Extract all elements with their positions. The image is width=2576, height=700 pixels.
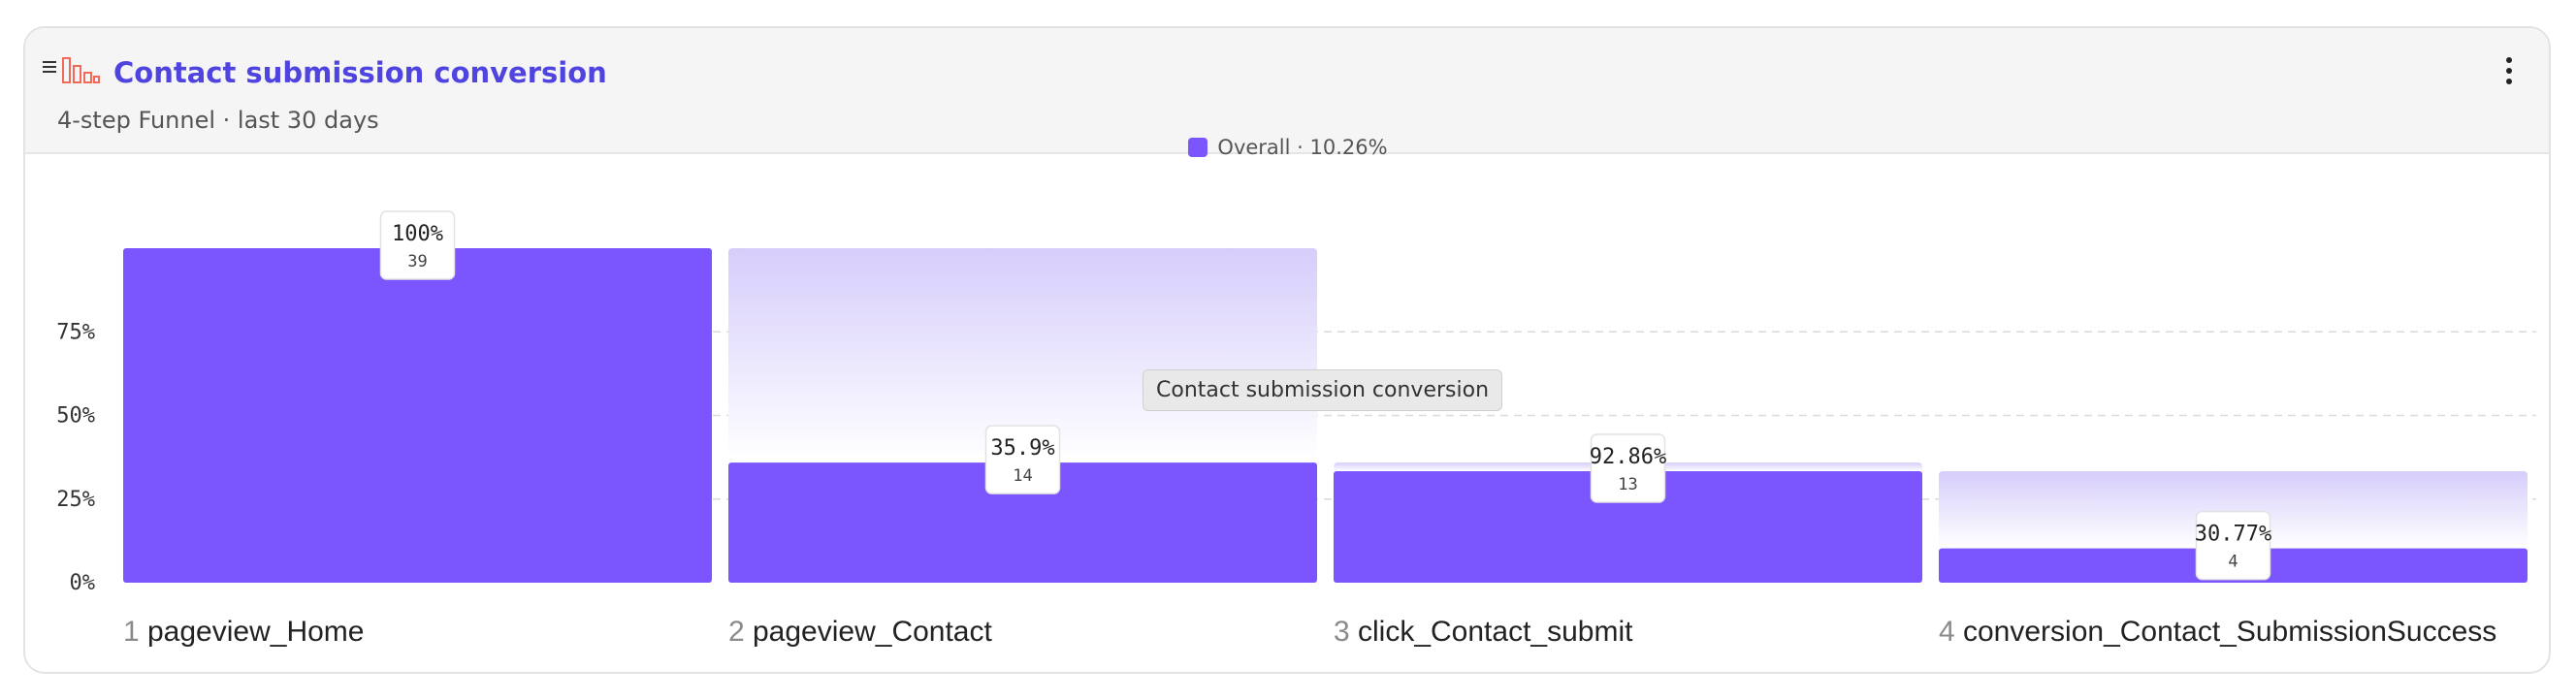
card-header: Contact submission conversion 4-step Fun… — [25, 28, 2549, 154]
funnel-chart-icon — [62, 57, 100, 83]
data-label-count: 14 — [1013, 466, 1032, 486]
step-number: 4 — [1939, 616, 1955, 648]
data-label-box — [2195, 510, 2271, 581]
drag-handle-icon[interactable] — [43, 61, 56, 75]
step-label[interactable]: pageview_Home — [147, 616, 364, 648]
data-label-count: 4 — [2228, 553, 2238, 572]
step-number: 3 — [1334, 616, 1350, 648]
data-label-count: 13 — [1618, 475, 1637, 494]
y-tick-label: 25% — [56, 488, 95, 512]
data-label-box — [984, 425, 1061, 494]
dropoff-bar[interactable] — [1939, 471, 2528, 549]
data-label-percent: 35.9% — [990, 436, 1054, 461]
step-bar[interactable] — [728, 462, 1317, 583]
card-subtitle: 4-step Funnel · last 30 days — [57, 107, 379, 134]
more-vertical-icon[interactable] — [2506, 57, 2514, 89]
step-label[interactable]: conversion_Contact_SubmissionSuccess — [1963, 616, 2496, 648]
chart-legend[interactable]: Overall · 10.26% — [0, 136, 2576, 159]
data-label-percent: 92.86% — [1590, 445, 1666, 469]
step-bar[interactable] — [123, 248, 712, 583]
data-label-count: 39 — [407, 252, 427, 271]
legend-swatch — [1188, 138, 1208, 157]
step-label[interactable]: click_Contact_submit — [1358, 616, 1633, 648]
data-label-percent: 30.77% — [2195, 523, 2271, 547]
legend-label: Overall · 10.26% — [1217, 136, 1388, 159]
y-tick-label: 50% — [56, 404, 95, 429]
step-label[interactable]: pageview_Contact — [753, 616, 992, 648]
card-title[interactable]: Contact submission conversion — [113, 56, 607, 89]
chart-tooltip: Contact submission conversion — [1143, 369, 1503, 411]
y-tick-label: 75% — [56, 320, 95, 344]
step-bar[interactable] — [1334, 471, 1922, 583]
y-tick-label: 0% — [70, 571, 96, 595]
step-number: 1 — [123, 616, 140, 648]
data-label-box — [379, 210, 456, 280]
data-label-box — [1590, 433, 1666, 503]
data-label-percent: 100% — [392, 222, 443, 246]
step-number: 2 — [728, 616, 745, 648]
